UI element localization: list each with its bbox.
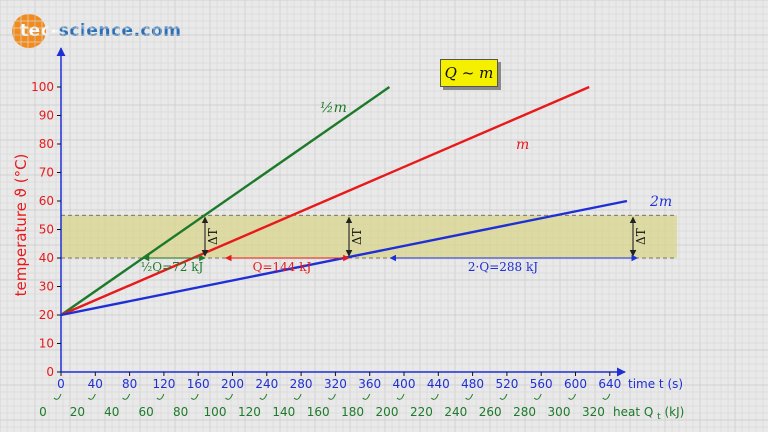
- series-label-half-m: ½m: [320, 100, 347, 116]
- heat-tick-check-mark: [328, 393, 336, 400]
- heat-tick-label: 220: [410, 405, 433, 419]
- heat-tick-check-mark: [362, 393, 371, 400]
- heat-tick-check-mark: [156, 393, 165, 400]
- y-tick-label: 30: [39, 280, 54, 294]
- time-tick-label: 120: [152, 377, 175, 391]
- time-tick-label: 240: [255, 377, 278, 391]
- time-tick-label: 320: [324, 377, 347, 391]
- relation-box: Q ~ m: [440, 59, 498, 87]
- time-axis-label: time t (s): [628, 377, 683, 391]
- time-tick-label: 360: [358, 377, 381, 391]
- heat-tick-label: 20: [70, 405, 85, 419]
- heat-annotation-label-half_m: ½Q=72 kJ: [141, 260, 204, 274]
- logo-text-science: science: [58, 21, 134, 41]
- logo-text-domain: .com: [133, 21, 182, 41]
- heat-tick-check-mark: [259, 393, 268, 400]
- heat-tick-label: 40: [104, 405, 119, 419]
- y-tick-label: 0: [46, 365, 54, 379]
- heat-tick-label: 320: [582, 405, 605, 419]
- heat-tick-check-mark: [602, 393, 611, 400]
- y-tick-label: 80: [39, 137, 54, 151]
- time-tick-label: 560: [530, 377, 553, 391]
- time-tick-label: 480: [461, 377, 484, 391]
- heat-tick-label: 100: [204, 405, 227, 419]
- heat-tick-label: 280: [513, 405, 536, 419]
- heat-tick-label: 240: [444, 405, 467, 419]
- heat-tick-check-mark: [499, 393, 508, 400]
- y-tick-label: 10: [39, 337, 54, 351]
- delta-t-half-m-label: ΔT: [206, 228, 220, 245]
- time-tick-label: 40: [88, 377, 103, 391]
- heat-tick-check-mark: [190, 393, 199, 400]
- time-tick-label: 200: [221, 377, 244, 391]
- logo-text-dash: -: [51, 21, 59, 41]
- y-tick-label: 60: [39, 194, 54, 208]
- heat-tick-check-mark: [533, 393, 542, 400]
- heat-tick-check-mark: [53, 393, 62, 400]
- y-tick-label: 40: [39, 251, 54, 265]
- heat-tick-check-mark: [225, 393, 233, 400]
- time-tick-label: 400: [393, 377, 416, 391]
- heat-tick-label: 160: [307, 405, 330, 419]
- series-label-m: m: [516, 137, 529, 153]
- heat-tick-label: 80: [173, 405, 188, 419]
- time-tick-label: 80: [122, 377, 137, 391]
- heat-tick-label: 180: [341, 405, 364, 419]
- site-logo: tec-science.com: [12, 14, 181, 48]
- delta-t-2m-label: ΔT: [634, 228, 648, 245]
- heat-tick-label: 300: [548, 405, 571, 419]
- heat-annotation-label-two_m: 2·Q=288 kJ: [468, 260, 538, 274]
- time-tick-label: 440: [427, 377, 450, 391]
- temperature-band: [61, 215, 677, 258]
- heat-tick-check-mark: [396, 393, 405, 400]
- series-line-m: [60, 85, 590, 317]
- heat-tick-label: 260: [479, 405, 502, 419]
- y-tick-label: 70: [39, 166, 54, 180]
- heat-axis-label-unit: (kJ): [661, 405, 685, 419]
- time-tick-label: 520: [495, 377, 518, 391]
- y-tick-label: 90: [39, 109, 54, 123]
- heat-axis-label-sub: t: [657, 412, 661, 422]
- time-tick-label: 160: [187, 377, 210, 391]
- y-tick-label: 100: [31, 80, 54, 94]
- delta-t-m-label: ΔT: [350, 228, 364, 245]
- heat-tick-label: 0: [39, 405, 47, 419]
- heat-tick-check-mark: [293, 393, 302, 400]
- heat-tick-label: 120: [238, 405, 261, 419]
- heat-tick-check-mark: [430, 393, 439, 400]
- y-axis-label: temperature ϑ (°C): [12, 154, 30, 297]
- y-tick-label: 20: [39, 308, 54, 322]
- time-tick-label: 0: [57, 377, 65, 391]
- heat-annotation-label-m: Q=144 kJ: [253, 260, 312, 274]
- heat-tick-check-mark: [122, 393, 131, 400]
- heat-tick-check-mark: [568, 393, 576, 400]
- y-tick-label: 50: [39, 223, 54, 237]
- heat-tick-check-mark: [87, 393, 96, 400]
- heat-tick-check-mark: [465, 393, 474, 400]
- series-line-half_m: [60, 86, 391, 316]
- time-tick-label: 640: [598, 377, 621, 391]
- series-label-2m: 2m: [649, 194, 672, 210]
- time-tick-label: 600: [564, 377, 587, 391]
- heat-tick-label: 200: [376, 405, 399, 419]
- heat-tick-label: 60: [139, 405, 154, 419]
- heat-tick-label: 140: [272, 405, 295, 419]
- heat-axis-label: heat Q t (kJ): [613, 405, 684, 422]
- time-tick-label: 280: [290, 377, 313, 391]
